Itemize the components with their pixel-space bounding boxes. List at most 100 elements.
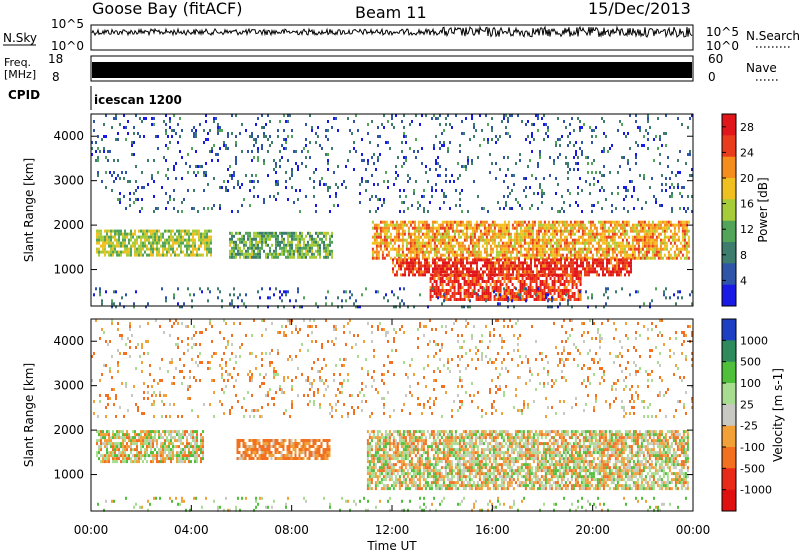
heatmap-cell: [655, 235, 658, 239]
heatmap-cell: [639, 247, 642, 251]
heatmap-cell: [513, 220, 516, 224]
heatmap-cell: [391, 238, 394, 242]
heatmap-cell: [146, 244, 148, 248]
heatmap-cell: [571, 117, 573, 120]
heatmap-cell: [581, 229, 584, 233]
heatmap-cell: [191, 147, 193, 150]
heatmap-cell: [560, 261, 562, 265]
heatmap-cell: [113, 180, 115, 183]
heatmap-cell: [637, 126, 639, 129]
heatmap-cell: [458, 261, 460, 265]
heatmap-cell: [373, 256, 376, 260]
heatmap-cell: [429, 298, 432, 301]
heatmap-cell: [553, 162, 555, 165]
heatmap-cell: [144, 244, 146, 248]
heatmap-cell: [142, 430, 144, 434]
heatmap-cell: [247, 234, 249, 238]
heatmap-cell: [184, 232, 186, 236]
heatmap-cell: [437, 256, 440, 260]
heatmap-cell: [537, 226, 540, 230]
heatmap-cell: [673, 250, 676, 254]
heatmap-cell: [487, 289, 490, 292]
heatmap-cell: [669, 241, 672, 245]
heatmap-cell: [623, 207, 625, 210]
heatmap-cell: [229, 293, 231, 297]
heatmap-cell: [507, 241, 510, 245]
heatmap-cell: [112, 436, 114, 440]
heatmap-cell: [461, 250, 464, 254]
heatmap-cell: [283, 290, 285, 294]
heatmap-cell: [403, 156, 405, 159]
heatmap-cell: [207, 138, 209, 141]
heatmap-cell: [181, 201, 183, 204]
heatmap-cell: [657, 253, 660, 257]
heatmap-cell: [134, 457, 136, 461]
heatmap-cell: [621, 123, 623, 126]
heatmap-cell: [519, 289, 522, 292]
heatmap-cell: [629, 293, 631, 297]
heatmap-cell: [498, 261, 500, 265]
heatmap-cell: [590, 270, 592, 274]
heatmap-cell: [572, 261, 574, 265]
heatmap-cell: [198, 238, 200, 242]
heatmap-cell: [112, 241, 114, 245]
heatmap-cell: [585, 247, 588, 251]
heatmap-cell: [265, 237, 267, 241]
heatmap-cell: [413, 256, 416, 260]
heatmap-cell: [267, 234, 269, 238]
heatmap-cell: [457, 247, 460, 251]
heatmap-cell: [549, 174, 551, 177]
heatmap-cell: [281, 249, 283, 253]
heatmap-cell: [545, 229, 548, 233]
heatmap-cell: [401, 141, 403, 144]
heatmap-cell: [647, 138, 649, 141]
heatmap-cell: [241, 299, 243, 303]
heatmap-cell: [108, 454, 110, 458]
heatmap-cell: [183, 302, 185, 306]
heatmap-cell: [259, 234, 261, 238]
heatmap-cell: [631, 241, 634, 245]
heatmap-cell: [577, 117, 579, 120]
heatmap-cell: [176, 253, 178, 257]
freq-unit: [MHz]: [4, 68, 36, 81]
heatmap-cell: [645, 235, 648, 239]
heatmap-cell: [511, 189, 513, 192]
heatmap-cell: [467, 210, 469, 213]
heatmap-cell: [531, 235, 534, 239]
heatmap-cell: [172, 241, 174, 245]
heatmap-cell: [239, 255, 241, 259]
heatmap-cell: [505, 244, 508, 248]
heatmap-cell: [185, 162, 187, 165]
heatmap-cell: [547, 129, 549, 132]
heatmap-cell: [285, 180, 287, 183]
heatmap-cell: [618, 273, 620, 277]
heatmap-cell: [583, 232, 586, 236]
colorbar-swatch: [722, 284, 736, 307]
heatmap-cell: [257, 255, 259, 259]
heatmap-cell: [439, 226, 442, 230]
heatmap-cell: [102, 433, 104, 437]
heatmap-cell: [523, 238, 526, 242]
heatmap-cell: [487, 141, 489, 144]
heatmap-cell: [517, 277, 520, 280]
heatmap-cell: [545, 226, 548, 230]
heatmap-cell: [552, 258, 554, 262]
heatmap-cell: [465, 292, 468, 295]
heatmap-cell: [483, 250, 486, 254]
heatmap-cell: [579, 290, 581, 294]
heatmap-cell: [535, 241, 538, 245]
heatmap-cell: [439, 165, 441, 168]
heatmap-cell: [548, 267, 550, 271]
heatmap-cell: [621, 247, 624, 251]
heatmap-cell: [97, 174, 99, 177]
heatmap-cell: [107, 159, 109, 162]
heatmap-cell: [603, 132, 605, 135]
heatmap-cell: [413, 253, 416, 257]
heatmap-cell: [417, 250, 420, 254]
heatmap-cell: [565, 241, 568, 245]
heatmap-cell: [379, 235, 382, 239]
heatmap-cell: [144, 238, 146, 242]
heatmap-cell: [411, 238, 414, 242]
heatmap-cell: [233, 287, 235, 291]
heatmap-cell: [485, 232, 488, 236]
